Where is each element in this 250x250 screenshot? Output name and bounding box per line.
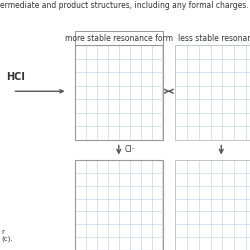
Text: ermediate and product structures, including any formal charges.: ermediate and product structures, includ… xyxy=(0,1,248,10)
Bar xyxy=(175,45,250,140)
Bar xyxy=(75,45,162,140)
Bar xyxy=(75,160,162,250)
Bar xyxy=(75,31,162,45)
Text: Cl⁻: Cl⁻ xyxy=(125,146,136,154)
Bar xyxy=(175,160,250,250)
Bar xyxy=(75,160,162,250)
Bar xyxy=(175,45,250,140)
Text: more stable resonance form: more stable resonance form xyxy=(65,34,173,42)
Bar xyxy=(175,160,250,250)
Bar xyxy=(75,45,162,140)
Text: r
(c).: r (c). xyxy=(1,229,13,242)
Text: HCl: HCl xyxy=(6,72,25,83)
Text: less stable resonanc: less stable resonanc xyxy=(178,34,250,42)
